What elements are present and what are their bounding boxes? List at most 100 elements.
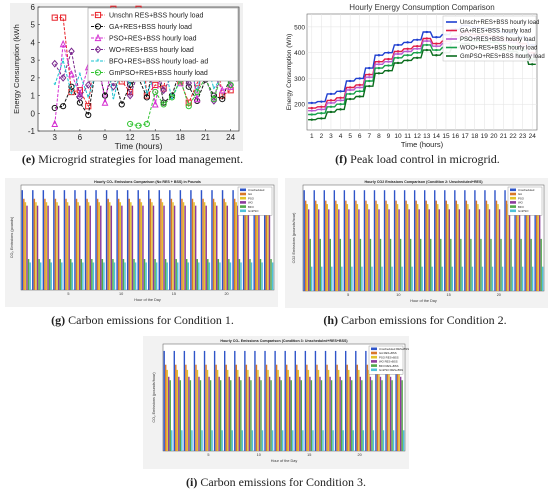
- chart-g-group-8: [95, 190, 105, 290]
- chart-e-point: [227, 81, 234, 89]
- chart-i-bar: [268, 376, 271, 451]
- chart-i-group-15: [304, 350, 314, 451]
- chart-f-point: [377, 54, 381, 57]
- chart-h: Hourly CO2 Emissions Comparison (Conditi…: [285, 178, 548, 308]
- chart-g-bar: [155, 262, 158, 290]
- chart-h-plot-area: [302, 184, 545, 292]
- caption-e-tag: (e): [21, 152, 36, 166]
- chart-f-point: [416, 56, 419, 60]
- chart-h-bar: [528, 209, 531, 291]
- chart-g-plot-area: [20, 184, 275, 291]
- chart-e-point: *: [112, 97, 115, 104]
- chart-h-bar: [470, 238, 472, 291]
- chart-e-legend-label: WO+RES+BSS hourly load: [109, 47, 194, 54]
- chart-g-bar: [256, 202, 259, 290]
- chart-h-bar: [356, 204, 359, 291]
- chart-f-legend-label: PSO+RES+BSS hourly load: [460, 37, 535, 43]
- chart-h-bar: [386, 204, 389, 291]
- chart-g-bar: [169, 190, 171, 290]
- chart-f-point: [310, 106, 313, 110]
- chart-e-legend-label: BFO+RES+BSS hourly load- ad: [109, 59, 208, 66]
- chart-g-group-5: [63, 190, 74, 290]
- chart-i-bar: [379, 376, 382, 451]
- chart-h-group-23: [524, 190, 534, 291]
- chart-i-bar: [208, 376, 210, 451]
- chart-i-bar: [317, 369, 320, 451]
- chart-g-bar: [223, 198, 225, 290]
- chart-i-bar: [365, 350, 367, 451]
- chart-h-bar: [345, 200, 347, 291]
- chart-g-bar: [247, 205, 250, 290]
- chart-h-bar: [475, 200, 478, 291]
- chart-g-bar: [166, 262, 168, 290]
- chart-i-bar: [345, 350, 347, 451]
- chart-i-group-14: [294, 350, 304, 451]
- chart-h-bar: [406, 204, 409, 291]
- caption-e: (e) Microgrid strategies for load manage…: [0, 152, 265, 167]
- chart-e-point: [60, 14, 67, 21]
- chart-f-point: [329, 92, 333, 96]
- chart-f-panel: Hourly Energy Consumption Comparison 1 2 3 4…: [285, 0, 550, 150]
- chart-g-bar: [48, 259, 51, 290]
- chart-g-legend-swatch: [240, 209, 246, 213]
- chart-h-group-7: [363, 190, 373, 291]
- chart-f-point: [310, 118, 313, 121]
- chart-i-bar: [312, 430, 314, 451]
- chart-g-bar: [130, 202, 132, 290]
- chart-f-point: [377, 60, 381, 63]
- chart-h-bar: [465, 200, 468, 291]
- chart-i-bar: [391, 380, 393, 451]
- chart-f-point: [358, 95, 361, 98]
- chart-g-bar: [267, 202, 269, 290]
- chart-h-bar: [431, 266, 433, 291]
- chart-i: Hourly CO₂ Emissions Comparison (Conditi…: [143, 336, 409, 469]
- chart-h-group-6: [353, 190, 363, 291]
- chart-h-bar: [538, 209, 541, 291]
- chart-i-bar: [362, 430, 365, 451]
- chart-i-bar: [342, 430, 344, 451]
- chart-i-bar: [260, 380, 262, 451]
- chart-g-bar: [53, 190, 55, 290]
- chart-f-legend-label: WOO+RES+BSS hourly load: [460, 46, 537, 52]
- caption-h-text: Carbon emissions for Condition 2.: [341, 313, 507, 327]
- chart-f-point: [425, 43, 428, 47]
- chart-i-bar: [352, 430, 354, 451]
- chart-g-bar: [255, 198, 257, 290]
- chart-f-xtick-label: 5: [348, 133, 352, 140]
- chart-g-legend-label: Unscheduled: [248, 188, 265, 192]
- chart-i-bar: [247, 369, 249, 451]
- chart-i-bar: [289, 376, 291, 451]
- chart-h-legend-label: GmPSO: [518, 209, 529, 213]
- chart-e-point: [160, 86, 167, 95]
- chart-i-bar: [205, 364, 207, 451]
- chart-f-point: [396, 61, 400, 65]
- caption-h: (h) Carbon emissions for Condition 2.: [280, 313, 550, 328]
- chart-g-bar: [116, 190, 118, 290]
- chart-f-xlabel: Time (hours): [401, 140, 444, 149]
- chart-i-group-6: [213, 350, 223, 451]
- chart-g-legend-label: GA: [248, 192, 252, 196]
- chart-g-bar: [191, 198, 194, 290]
- chart-i-bar: [358, 369, 360, 451]
- chart-h-bar: [461, 266, 464, 291]
- chart-h-bar: [421, 266, 423, 291]
- chart-h-bar: [359, 238, 362, 291]
- chart-f-ytick-label: 500: [294, 24, 305, 31]
- chart-g-group-21: [232, 190, 242, 290]
- chart-i-ylabel: CO₂ Emissions (pounds/hour): [152, 372, 156, 423]
- chart-f-point: [358, 77, 361, 80]
- chart-h-bar: [427, 204, 429, 291]
- chart-g-panel: Hourly CO₂ Emissions Comparison (No RES …: [5, 178, 278, 307]
- chart-g-legend-label: GmPSO: [248, 209, 259, 213]
- chart-f-xtick-label: 9: [387, 133, 391, 140]
- chart-h-bar: [478, 209, 481, 291]
- chart-g-legend-label: BFO: [248, 205, 255, 209]
- chart-h-xtick-label: 20: [497, 293, 501, 297]
- chart-h-bar: [396, 204, 399, 291]
- chart-f-xtick-label: 22: [509, 133, 517, 140]
- chart-h-group-17: [464, 190, 474, 291]
- chart-f-point: [396, 52, 400, 56]
- chart-i-bar: [392, 430, 395, 451]
- chart-h-bar: [348, 209, 350, 291]
- chart-h-group-10: [393, 190, 403, 291]
